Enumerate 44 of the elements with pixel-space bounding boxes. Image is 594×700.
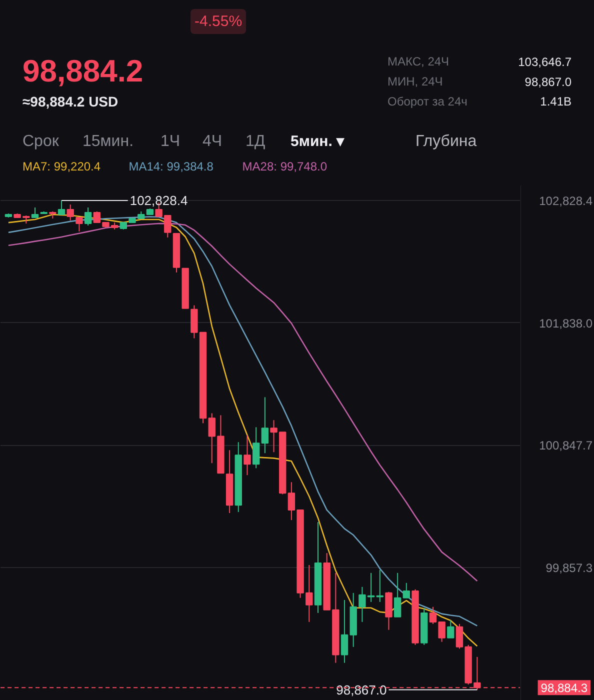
candlestick — [394, 572, 402, 618]
text: -4.55% — [194, 13, 242, 30]
candlestick — [340, 599, 348, 664]
candlestick — [261, 396, 269, 454]
candlestick — [58, 200, 66, 216]
text: ≈98,884.2 USD — [22, 94, 118, 110]
y-tick-label: 102,828.4 — [539, 194, 593, 208]
annotation: 102,828.4 — [130, 193, 188, 208]
text: 98,884.2 — [22, 54, 144, 88]
candlestick — [84, 206, 92, 226]
text: Срок — [22, 133, 60, 150]
text: МАКС, 24Ч — [388, 54, 450, 68]
y-tick-label: 101,838.0 — [539, 316, 593, 330]
text: Оборот за 24ч — [388, 94, 468, 108]
candlestick — [456, 623, 464, 650]
candlestick — [447, 619, 454, 638]
text: MA14: 99,384.8 — [128, 160, 214, 174]
y-tick-label: 100,847.7 — [539, 438, 593, 453]
candlestick — [252, 426, 260, 469]
candlestick — [66, 204, 74, 221]
text: 1Д — [246, 133, 266, 150]
text: 103,646.7 — [518, 55, 572, 69]
y-tick-label: 99,857.3 — [546, 560, 593, 575]
text: 5мин. ▾ — [290, 133, 345, 150]
candlestick — [270, 420, 278, 453]
annotation: 98,867.0 — [336, 682, 387, 698]
candlestick — [402, 582, 410, 598]
candlestick — [376, 569, 384, 602]
text: MA28: 99,748.0 — [242, 160, 328, 174]
text: 1.41B — [540, 94, 572, 108]
candlestick — [76, 216, 83, 232]
text: 4Ч — [202, 133, 222, 150]
text: 1Ч — [160, 133, 180, 150]
candlestick — [385, 591, 392, 630]
text: МИН, 24Ч — [388, 74, 443, 88]
text: 15мин. — [82, 133, 134, 150]
ref-line-label: 98,884.3 — [540, 681, 588, 696]
text: MA7: 99,220.4 — [22, 160, 101, 174]
text: Глубина — [416, 133, 477, 150]
candlestick — [438, 621, 446, 642]
candlestick — [31, 206, 39, 218]
text: 98,867.0 — [524, 75, 572, 89]
candlestick — [429, 606, 437, 624]
candlestick — [244, 434, 251, 476]
